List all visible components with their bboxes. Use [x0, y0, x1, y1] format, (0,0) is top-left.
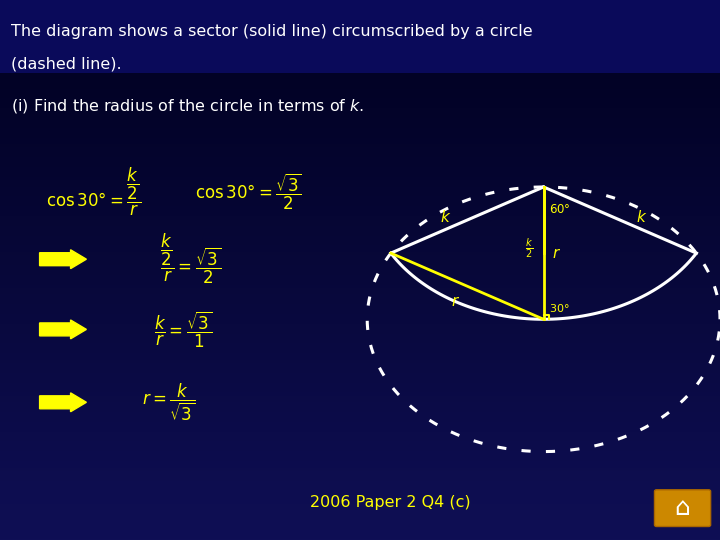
Text: $r = \dfrac{k}{\sqrt{3}}$: $r = \dfrac{k}{\sqrt{3}}$ [143, 382, 196, 423]
FancyArrow shape [40, 393, 86, 411]
Text: $\dfrac{k}{r} = \dfrac{\sqrt{3}}{1}$: $\dfrac{k}{r} = \dfrac{\sqrt{3}}{1}$ [154, 309, 213, 349]
Bar [0, 0, 720, 73]
Text: $30°$: $30°$ [549, 302, 570, 314]
Text: $60°$: $60°$ [549, 203, 571, 216]
Text: $\cos 30° = \dfrac{\sqrt{3}}{2}$: $\cos 30° = \dfrac{\sqrt{3}}{2}$ [195, 172, 302, 212]
Text: The diagram shows a sector (solid line) circumscribed by a circle: The diagram shows a sector (solid line) … [11, 24, 532, 39]
Text: $\dfrac{\dfrac{k}{2}}{r} = \dfrac{\sqrt{3}}{2}$: $\dfrac{\dfrac{k}{2}}{r} = \dfrac{\sqrt{… [160, 232, 222, 286]
Text: 2006 Paper 2 Q4 (c): 2006 Paper 2 Q4 (c) [310, 495, 470, 510]
Text: $r$: $r$ [451, 294, 460, 309]
Text: $k$: $k$ [440, 210, 451, 225]
Text: (dashed line).: (dashed line). [11, 57, 122, 72]
Text: $\cos 30° = \dfrac{\dfrac{k}{2}}{r}$: $\cos 30° = \dfrac{\dfrac{k}{2}}{r}$ [46, 165, 141, 218]
FancyBboxPatch shape [654, 490, 711, 526]
Text: (i) Find the radius of the circle in terms of $k$.: (i) Find the radius of the circle in ter… [11, 97, 364, 115]
FancyArrow shape [40, 320, 86, 339]
Text: $r$: $r$ [552, 246, 562, 261]
FancyArrow shape [40, 249, 86, 268]
Text: ⌂: ⌂ [675, 496, 690, 520]
Text: $k$: $k$ [636, 210, 647, 225]
Text: $\frac{k}{2}$: $\frac{k}{2}$ [525, 236, 533, 260]
